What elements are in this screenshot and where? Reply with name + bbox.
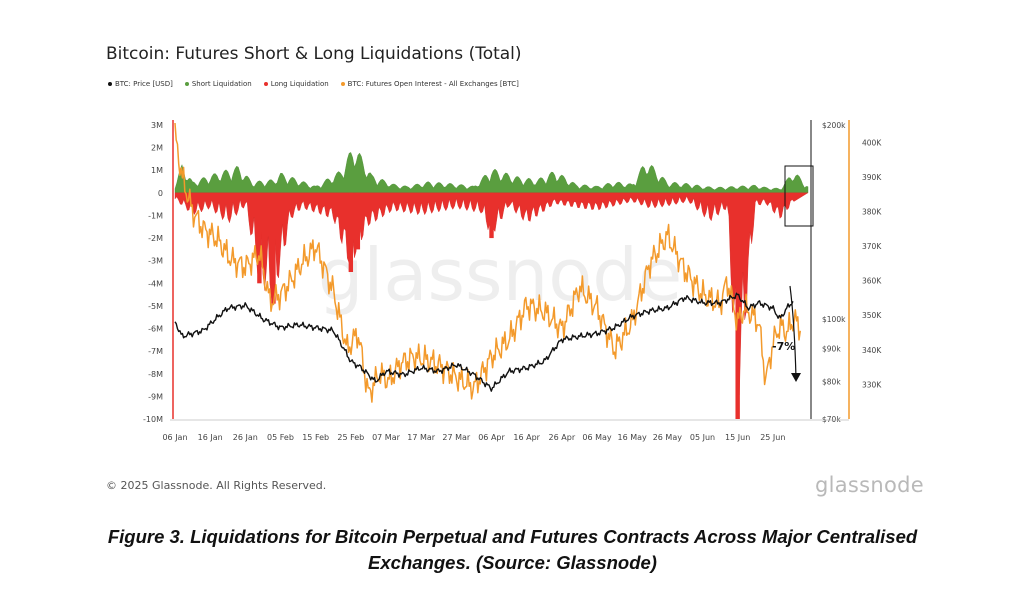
x-axis-tick-label: 15 Jun <box>725 433 750 442</box>
left-axis-tick-label: -4M <box>148 279 163 288</box>
price-line <box>174 292 794 392</box>
x-axis-tick-label: 05 Feb <box>267 433 294 442</box>
x-axis-tick-label: 25 Feb <box>337 433 364 442</box>
annotation-group: -7% <box>772 165 814 382</box>
long-liquidation-spike <box>735 192 740 419</box>
long-liquidation-spike <box>271 192 276 304</box>
left-axis-tick-label: 3M <box>151 121 163 130</box>
x-axis-tick-label: 26 May <box>653 433 683 442</box>
x-axis-tick-label: 26 Apr <box>549 433 576 442</box>
left-axis-tick-label: -7M <box>148 347 163 356</box>
chart-legend: BTC: Price [USD] Short Liquidation Long … <box>108 80 519 88</box>
oi-axis-tick-label: 400K <box>862 138 882 147</box>
x-axis-tick-label: 07 Mar <box>372 433 401 442</box>
open-interest-series <box>174 122 802 403</box>
price-axis-tick-label: $70k <box>822 415 841 424</box>
price-axis-tick-label: $90k <box>822 345 841 354</box>
left-axis-tick-label: -8M <box>148 370 163 379</box>
left-axis: 3M 2M 1M 0 -1M -2M -3M -4M -5M -6M -7M -8M -9M -10M <box>143 120 174 424</box>
left-axis-tick-label: -5M <box>148 302 163 311</box>
legend-item-price[interactable]: BTC: Price [USD] <box>108 80 173 88</box>
figure-caption: Figure 3. Liquidations for Bitcoin Perpe… <box>0 524 1025 576</box>
price-axis-tick-label: $200k <box>822 121 846 130</box>
open-interest-axis: 400K 390K 380K 370K 360K 350K 340K 330K <box>848 120 882 419</box>
chart-watermark: glassnode <box>318 233 683 317</box>
long-liquidation-spike <box>348 192 354 272</box>
price-axis-tick-label: $100k <box>822 315 846 324</box>
caption-line-2: Exchanges. (Source: Glassnode) <box>368 552 657 573</box>
x-axis-tick-label: 17 Mar <box>407 433 436 442</box>
left-axis-tick-label: 2M <box>151 144 163 153</box>
long-liquidation-spike <box>355 192 361 250</box>
caption-line-1: Figure 3. Liquidations for Bitcoin Perpe… <box>107 526 918 547</box>
left-axis-tick-label: -1M <box>148 211 163 220</box>
long-liquidation-spike <box>489 192 494 239</box>
oi-axis-tick-label: 330K <box>862 380 882 389</box>
drop-annotation: -7% <box>772 340 795 353</box>
legend-item-long[interactable]: Long Liquidation <box>263 80 329 88</box>
legend-item-oi[interactable]: BTC: Futures Open Interest - All Exchang… <box>340 80 519 88</box>
legend-dot-long <box>263 82 268 86</box>
x-axis-tick-label: 06 Apr <box>478 433 505 442</box>
highlight-box <box>784 165 814 227</box>
copyright-text: © 2025 Glassnode. All Rights Reserved. <box>106 479 327 492</box>
oi-axis-tick-label: 390K <box>862 173 882 182</box>
x-axis-tick-label: 27 Mar <box>442 433 471 442</box>
legend-dot-short <box>184 82 189 86</box>
x-axis-tick-label: 16 Jan <box>198 433 223 442</box>
left-axis-tick-label: -10M <box>143 415 163 424</box>
chart-title: Bitcoin: Futures Short & Long Liquidatio… <box>106 44 522 64</box>
oi-axis-tick-label: 380K <box>862 207 882 216</box>
left-axis-tick-label: -3M <box>148 257 163 266</box>
x-axis: 06 Jan 16 Jan 26 Jan 05 Feb 15 Feb 25 Feb 07 M… <box>162 419 849 442</box>
x-axis-tick-label: 16 May <box>618 433 648 442</box>
long-liquidation-area <box>174 192 809 396</box>
drop-arrow <box>789 285 797 379</box>
legend-dot-price <box>108 82 112 86</box>
legend-item-short[interactable]: Short Liquidation <box>184 80 252 88</box>
short-liquidation-area <box>174 152 809 193</box>
x-axis-tick-label: 06 Jan <box>162 433 187 442</box>
x-axis-tick-label: 15 Feb <box>302 433 329 442</box>
left-axis-tick-label: -9M <box>148 392 163 401</box>
price-series <box>174 292 794 392</box>
long-liquidation-spike <box>257 192 262 284</box>
price-axis-tick-label: $80k <box>822 378 841 387</box>
brand-logo-text: glassnode <box>815 473 925 497</box>
long-liquidation-series <box>174 192 809 419</box>
short-liquidation-series <box>174 152 809 193</box>
left-axis-tick-label: -6M <box>148 325 163 334</box>
left-axis-tick-label: 1M <box>151 166 163 175</box>
oi-axis-tick-label: 360K <box>862 277 882 286</box>
left-axis-tick-label: -2M <box>148 234 163 243</box>
drop-arrow-head <box>791 373 801 382</box>
x-axis-tick-label: 26 Jan <box>233 433 258 442</box>
legend-label-oi: BTC: Futures Open Interest - All Exchang… <box>347 80 519 88</box>
oi-axis-tick-label: 370K <box>862 242 882 251</box>
x-axis-tick-label: 25 Jun <box>760 433 785 442</box>
legend-label-short: Short Liquidation <box>191 80 252 88</box>
legend-label-long: Long Liquidation <box>270 80 329 88</box>
x-axis-tick-label: 16 Apr <box>513 433 540 442</box>
price-axis: $200k $100k $90k $80k $70k <box>810 120 846 424</box>
oi-axis-tick-label: 340K <box>862 346 882 355</box>
open-interest-line <box>174 122 802 403</box>
x-axis-tick-label: 05 Jun <box>690 433 715 442</box>
oi-axis-tick-label: 350K <box>862 311 882 320</box>
legend-label-price: BTC: Price [USD] <box>115 80 173 88</box>
x-axis-tick-label: 06 May <box>582 433 612 442</box>
left-axis-tick-label: 0 <box>158 189 163 198</box>
legend-dot-oi <box>340 82 345 86</box>
